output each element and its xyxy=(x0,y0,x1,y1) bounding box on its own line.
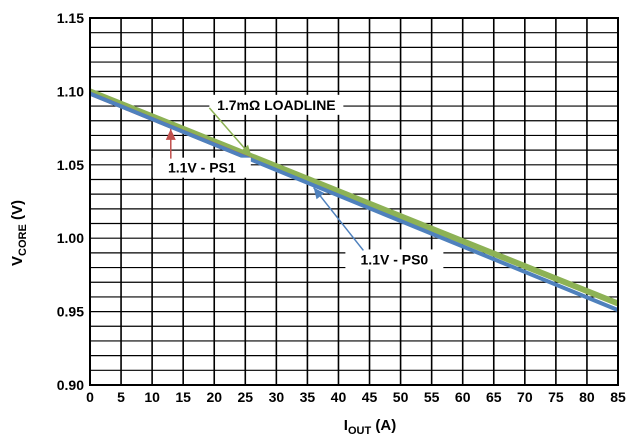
x-tick-label: 30 xyxy=(269,389,285,405)
tick-labels: 0 5 10 15 20 25 30 35 40 45 50 55 60 65 70 75 80 85 0.90 0.… xyxy=(57,10,626,405)
x-axis-label-sub: OUT xyxy=(348,425,372,437)
y-tick-label: 1.15 xyxy=(57,10,84,26)
x-tick-label: 75 xyxy=(548,389,564,405)
plot-frame xyxy=(89,17,619,386)
x-tick-label: 5 xyxy=(117,389,125,405)
annotation-label-bg xyxy=(209,94,344,115)
x-tick-label: 40 xyxy=(331,389,347,405)
annotation-label-bg xyxy=(345,249,444,270)
annotation-arrow-head xyxy=(240,144,252,157)
x-tick-label: 70 xyxy=(517,389,533,405)
annotation-label-2: 1.1V - PS0 xyxy=(361,251,429,267)
y-axis-label-sub: CORE xyxy=(17,224,29,256)
annotation-label-0: 1.7mΩ LOADLINE xyxy=(217,97,336,113)
series-line-2 xyxy=(89,91,619,312)
x-tick-label: 35 xyxy=(300,389,316,405)
x-axis-label: IOUT (A) xyxy=(344,417,396,437)
y-tick-label: 0.90 xyxy=(57,377,84,393)
x-tick-label: 0 xyxy=(86,389,94,405)
x-tick-label: 10 xyxy=(144,389,160,405)
x-tick-label: 65 xyxy=(486,389,502,405)
x-tick-label: 50 xyxy=(393,389,409,405)
y-tick-label: 1.10 xyxy=(57,83,84,99)
series-line-0 xyxy=(88,88,620,307)
y-tick-label: 1.00 xyxy=(57,230,84,246)
x-tick-label: 55 xyxy=(424,389,440,405)
y-axis-label-main: V xyxy=(9,256,26,266)
annotation-label-1: 1.1V - PS1 xyxy=(168,160,236,176)
x-tick-label: 25 xyxy=(238,389,254,405)
x-tick-label: 45 xyxy=(362,389,378,405)
y-tick-label: 1.05 xyxy=(57,157,84,173)
annotations: 1.7mΩ LOADLINE 1.1V - PS1 1.1V - PS0 xyxy=(152,94,444,270)
annotation-arrow-head xyxy=(165,128,176,140)
x-axis-label-unit: (A) xyxy=(371,417,396,434)
x-tick-label: 80 xyxy=(579,389,595,405)
x-tick-label: 15 xyxy=(175,389,191,405)
annotation-label-bg xyxy=(152,157,251,178)
y-tick-label: 0.95 xyxy=(57,304,84,320)
series-lines xyxy=(88,88,620,312)
x-tick-label: 60 xyxy=(455,389,471,405)
y-axis-label-unit: (V) xyxy=(9,200,26,224)
y-axis-label: VCORE (V) xyxy=(9,200,29,266)
x-tick-label: 20 xyxy=(206,389,222,405)
x-axis-label-main: I xyxy=(344,417,348,434)
annotation-arrow-head xyxy=(313,187,325,200)
x-tick-label: 85 xyxy=(610,389,626,405)
annotation-arrow-line xyxy=(313,187,364,251)
